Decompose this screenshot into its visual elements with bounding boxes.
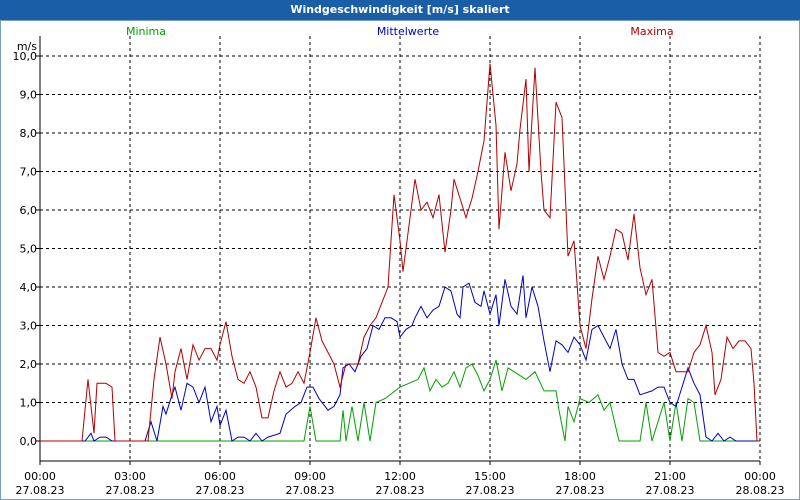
axes xyxy=(36,36,761,465)
series-line-minima xyxy=(40,359,760,442)
y-tick-label: 7,0 xyxy=(20,166,38,179)
x-tick-time: 21:00 xyxy=(654,470,686,483)
x-tick-date: 27.08.23 xyxy=(16,484,65,497)
x-tick-time: 00:00 xyxy=(24,470,56,483)
series-line-maxima xyxy=(40,63,760,442)
y-tick-label: 0,0 xyxy=(20,435,38,448)
legend-maxima: Maxima xyxy=(630,25,673,38)
legend: Minima Mittelwerte Maxima xyxy=(126,25,674,38)
x-tick-date: 27.08.23 xyxy=(106,484,155,497)
x-tick-date: 27.08.23 xyxy=(646,484,695,497)
y-tick-label: 10,0 xyxy=(13,50,38,63)
x-tick-time: 09:00 xyxy=(294,470,326,483)
x-tick-date: 27.08.23 xyxy=(286,484,335,497)
grid xyxy=(40,36,760,461)
x-tick-date: 28.08.23 xyxy=(736,484,785,497)
x-tick-time: 15:00 xyxy=(474,470,506,483)
x-tick-time: 06:00 xyxy=(204,470,236,483)
x-tick-time: 18:00 xyxy=(564,470,596,483)
series-line-mittelwerte xyxy=(40,275,760,442)
x-tick-date: 27.08.23 xyxy=(466,484,515,497)
y-tick-label: 1,0 xyxy=(20,397,38,410)
title-bar xyxy=(0,0,800,20)
x-tick-time: 03:00 xyxy=(114,470,146,483)
x-tick-time: 12:00 xyxy=(384,470,416,483)
x-tick-date: 27.08.23 xyxy=(376,484,425,497)
tick-labels: 0,01,02,03,04,05,06,07,08,09,010,000:002… xyxy=(13,40,785,497)
y-tick-label: 2,0 xyxy=(20,358,38,371)
y-tick-label: 3,0 xyxy=(20,320,38,333)
y-tick-label: 5,0 xyxy=(20,243,38,256)
y-tick-label: 4,0 xyxy=(20,281,38,294)
x-tick-date: 27.08.23 xyxy=(556,484,605,497)
x-tick-date: 27.08.23 xyxy=(196,484,245,497)
series-lines xyxy=(40,63,760,442)
chart-title: Windgeschwindigkeit [m/s] skaliert xyxy=(290,3,510,16)
legend-mittelwerte: Mittelwerte xyxy=(377,25,440,38)
y-tick-label: 8,0 xyxy=(20,127,38,140)
y-tick-label: 9,0 xyxy=(20,89,38,102)
y-axis-label: m/s xyxy=(17,40,37,53)
y-tick-label: 6,0 xyxy=(20,204,38,217)
legend-minima: Minima xyxy=(126,25,166,38)
x-tick-time: 00:00 xyxy=(744,470,776,483)
